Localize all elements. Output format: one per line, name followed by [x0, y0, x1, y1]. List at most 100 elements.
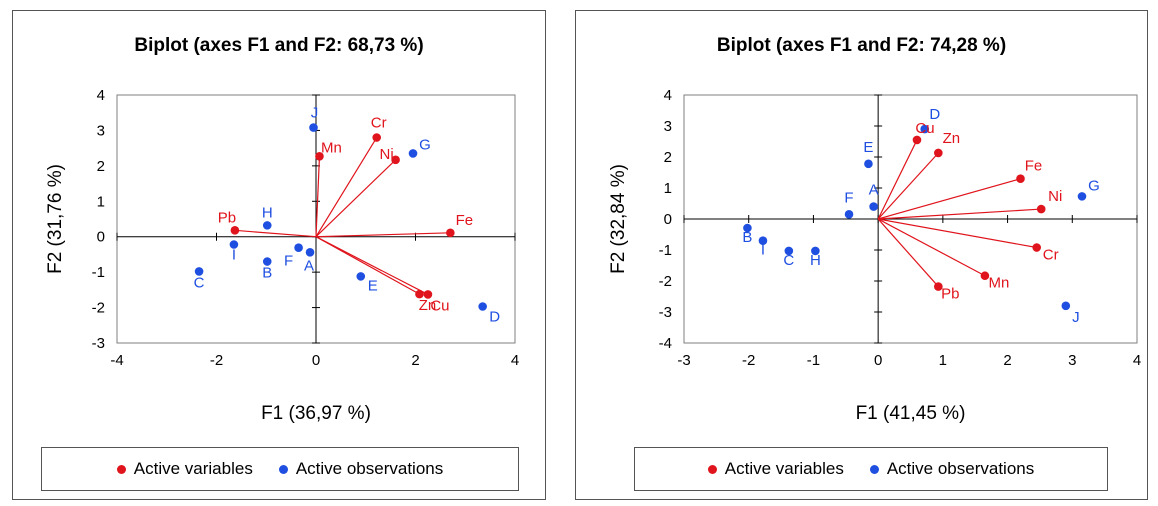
chart-title: Biplot (axes F1 and F2: 74,28 %) [716, 35, 1007, 56]
observation-label: I [232, 247, 236, 264]
variable-label: Fe [1025, 158, 1043, 175]
observation-label: F [844, 189, 853, 206]
observation-label: J [1072, 309, 1080, 326]
variable-point [1036, 204, 1046, 214]
x-tick-label: -1 [807, 352, 820, 369]
observation-label: I [761, 242, 765, 259]
variable-label: Zn [419, 297, 437, 314]
observation-label: H [262, 204, 273, 221]
legend-item-observations: Active observations [278, 459, 444, 479]
observation-point [869, 202, 878, 211]
x-tick-label: -2 [210, 352, 223, 369]
variable-point [446, 228, 455, 238]
observation-point [262, 221, 272, 230]
variable-point [1016, 174, 1025, 183]
observation-label: A [869, 182, 879, 199]
x-tick-label: 0 [312, 352, 320, 369]
variable-label: Pb [941, 286, 959, 303]
y-tick-label: -1 [92, 264, 105, 281]
x-tick-label: 2 [411, 352, 419, 369]
variable-point [315, 151, 324, 161]
legend-label-observations: Active observations [295, 459, 444, 478]
x-axis-label: F1 (41,45 %) [856, 403, 966, 424]
y-tick-label: 0 [97, 229, 105, 246]
observation-label: E [368, 277, 378, 294]
y-axis-label: F2 (31,76 %) [45, 164, 66, 274]
observation-point [864, 159, 873, 169]
y-axis-label: F2 (32,84 %) [608, 164, 629, 274]
observation-point [758, 236, 768, 245]
variable-label: Fe [456, 212, 474, 229]
variable-vector [315, 159, 397, 238]
variable-point [415, 289, 424, 299]
observation-point [305, 248, 315, 257]
observation-label: D [929, 106, 940, 123]
observation-label: D [489, 309, 500, 326]
x-axis-label: F1 (36,97 %) [261, 403, 371, 424]
x-tick-label: 1 [939, 352, 947, 369]
variable-label: Ni [380, 146, 394, 163]
variable-point [423, 290, 433, 299]
observation-point [294, 243, 303, 252]
observation-label: G [419, 136, 431, 153]
variable-point [230, 226, 240, 235]
variable-label: Mn [988, 275, 1009, 292]
observation-point [920, 124, 930, 134]
variable-point [980, 271, 990, 281]
variable-point [934, 148, 943, 158]
observation-label: G [1088, 177, 1100, 194]
y-tick-label: 2 [97, 158, 105, 175]
observation-label: B [742, 229, 752, 246]
observation-label: H [810, 252, 821, 269]
variable-point [934, 282, 943, 291]
blue-dot-icon [869, 464, 879, 474]
variable-label: Cu [430, 297, 449, 314]
variable-vector [315, 232, 451, 238]
variable-vector [315, 156, 321, 237]
y-tick-label: -3 [92, 335, 105, 352]
chart-title: Biplot (axes F1 and F2: 68,73 %) [134, 35, 424, 56]
variable-point [1032, 243, 1041, 252]
observation-point [811, 246, 820, 256]
observation-label: C [194, 274, 205, 291]
chart-legend: Active variables Active observations [41, 447, 519, 491]
observation-point [844, 210, 854, 219]
y-tick-label: -2 [92, 300, 105, 317]
x-tick-label: -4 [110, 352, 123, 369]
observation-point [743, 223, 752, 233]
biplot-plot-left: -4 -2 0 2 4 -3 -2 -1 0 1 2 3 4 F1 (36,97 %) F2 (31,76 … [45, 87, 519, 424]
legend-label-variables: Active variables [724, 459, 844, 478]
observation-point [262, 257, 272, 266]
legend-item-observations: Active observations [869, 459, 1035, 479]
y-tick-label: -2 [659, 273, 672, 290]
variable-vector [234, 229, 317, 238]
variable-label: Cu [915, 120, 934, 137]
variable-label: Zn [943, 130, 961, 147]
y-tick-label: 3 [664, 118, 672, 135]
observation-label: A [304, 257, 314, 274]
variable-vector [877, 152, 939, 220]
observation-point [784, 246, 794, 256]
variable-vector [878, 218, 1037, 249]
y-tick-label: 4 [664, 87, 672, 104]
variable-label: Pb [218, 209, 236, 226]
variable-vector [315, 236, 429, 295]
x-tick-label: 2 [1003, 352, 1011, 369]
observation-label: B [262, 265, 272, 282]
observation-point [356, 272, 366, 281]
chart-legend: Active variables Active observations [634, 447, 1108, 491]
x-tick-label: 3 [1068, 352, 1076, 369]
variable-label: Cr [371, 115, 387, 132]
x-tick-label: -2 [742, 352, 755, 369]
legend-item-variables: Active variables [707, 459, 844, 479]
y-tick-label: -4 [659, 335, 672, 352]
observation-label: C [783, 252, 794, 269]
legend-label-observations: Active observations [886, 459, 1035, 478]
variable-vector [877, 218, 939, 287]
observation-point [408, 149, 418, 158]
variable-vector [878, 208, 1042, 220]
variable-vector [877, 139, 918, 220]
observation-label: J [311, 105, 319, 122]
biplot-plot-right: -3 -2 -1 0 1 2 3 4 -4 -3 -2 -1 0 1 2 3 4 F1 (41,45 %) F2 (… [608, 87, 1141, 424]
variable-point [912, 135, 922, 145]
